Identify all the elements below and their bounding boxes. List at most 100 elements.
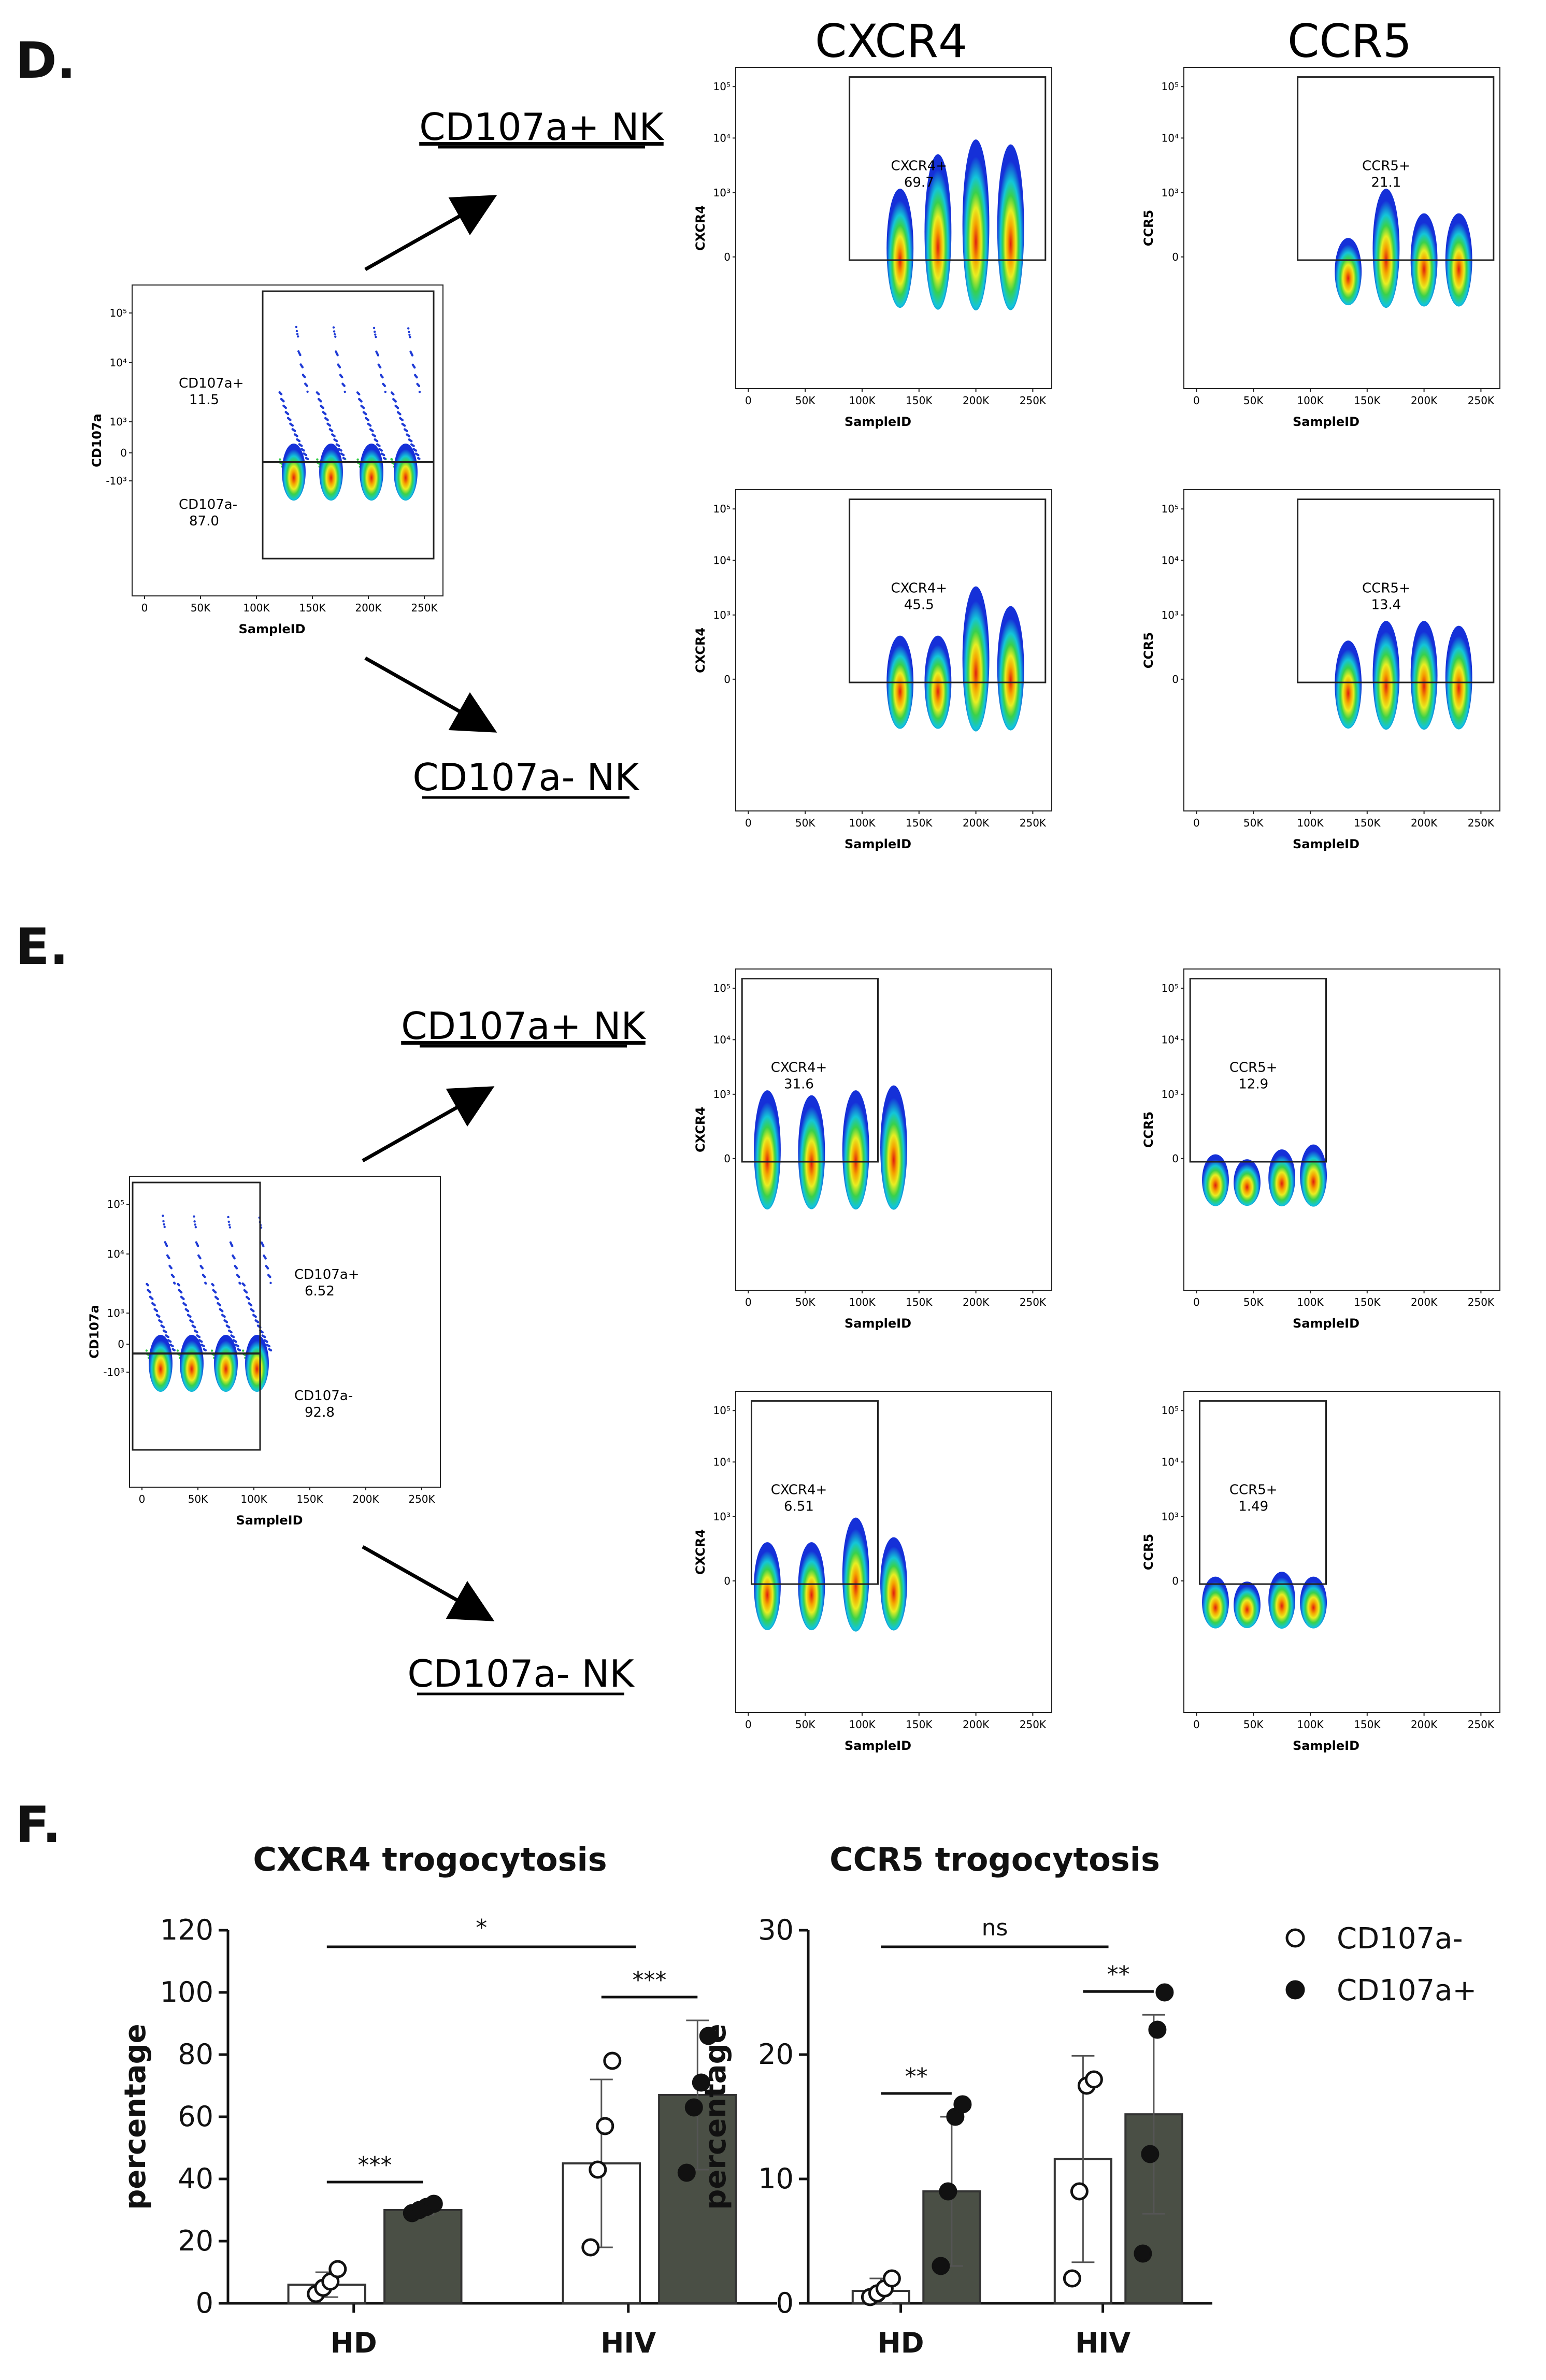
x-tick-label: 250K	[411, 602, 438, 614]
event-dot	[187, 1314, 190, 1316]
legend: CD107a- CD107a+	[1285, 1922, 1477, 2007]
event-dot	[162, 1220, 165, 1222]
event-dot	[182, 1302, 185, 1305]
y-tick-label: 0	[1172, 673, 1179, 686]
density-blob	[1410, 621, 1438, 730]
x-tick-label: 150K	[299, 602, 326, 614]
event-dot	[390, 458, 393, 461]
data-point	[882, 2269, 901, 2288]
event-dot	[260, 1241, 263, 1244]
density-core	[149, 1335, 173, 1392]
density-blob	[1335, 238, 1362, 306]
y-tick-label: 10⁵	[110, 307, 127, 319]
event-dot	[197, 1254, 200, 1257]
gate-value: 1.49	[1238, 1499, 1268, 1514]
event-dot	[362, 411, 365, 414]
data-point	[692, 2073, 710, 2092]
event-dot	[299, 363, 302, 366]
x-tick-label: 100K	[1297, 817, 1324, 829]
panel-letter: D.	[16, 32, 76, 90]
gate-name: CCR5+	[1229, 1482, 1278, 1498]
event-dot	[245, 1295, 248, 1299]
event-dot	[357, 398, 361, 401]
event-dot	[219, 1308, 221, 1310]
event-dot	[394, 405, 397, 407]
y-tick-label: 10⁴	[713, 1456, 731, 1468]
event-dot	[369, 428, 372, 431]
x-tick-label: 150K	[906, 394, 933, 407]
x-axis-title: SampleID	[844, 1738, 911, 1753]
event-dot	[289, 422, 292, 425]
gate-neg-name: CD107a-	[179, 497, 237, 512]
y-tick-label: 10⁴	[713, 1033, 731, 1046]
gate-value: 21.1	[1371, 175, 1401, 190]
data-point	[1148, 2020, 1167, 2039]
event-dot	[153, 1308, 156, 1310]
event-dot	[410, 443, 413, 446]
x-tick-label: 250K	[1020, 394, 1047, 407]
event-dot	[199, 1264, 202, 1267]
y-tick-label: 10³	[110, 416, 127, 428]
event-dot	[326, 422, 329, 425]
y-tick-label: 60	[178, 2100, 213, 2133]
event-dot	[296, 438, 298, 441]
event-dot	[265, 1265, 267, 1267]
event-dot	[266, 1344, 268, 1346]
ccr5-trogocytosis-chart: CCR5 trogocytosis 0 10 20 30 percentage HD HIV *…	[699, 1841, 1212, 2359]
event-dot	[200, 1343, 203, 1346]
gate-pos-value: 11.5	[189, 392, 219, 408]
density-blob	[962, 586, 990, 732]
gate-pos-name: CD107a+	[179, 376, 244, 391]
event-dot	[374, 333, 377, 336]
gate-pos-name: CD107a+	[294, 1267, 360, 1282]
event-dot	[396, 411, 399, 414]
arrow-to-negative	[362, 1545, 495, 1621]
y-tick-label: 10⁵	[713, 982, 731, 994]
event-dot	[382, 457, 385, 460]
y-tick-label: 10⁴	[107, 1248, 124, 1260]
data-point	[1141, 2145, 1160, 2163]
x-axis-title: SampleID	[844, 415, 911, 429]
x-tick-label: 50K	[795, 1718, 815, 1731]
event-dot	[268, 1348, 270, 1351]
y-tick-label: 0	[776, 2287, 794, 2319]
y-tick-label: 10⁵	[1162, 982, 1179, 994]
density-blob	[924, 154, 952, 310]
event-dot	[227, 1220, 230, 1223]
plot-frame	[1183, 67, 1500, 389]
density-core	[319, 444, 343, 501]
y-tick-label: 0	[1172, 251, 1179, 263]
x-tick-label: 100K	[849, 394, 876, 407]
x-tick-label: 250K	[1468, 1296, 1495, 1308]
y-tick-label: 10³	[107, 1307, 124, 1319]
panel-f-letter: F.	[16, 1796, 61, 1854]
x-tick-label: 50K	[1243, 394, 1264, 407]
event-dot	[171, 1348, 174, 1350]
event-dot	[176, 1349, 179, 1352]
event-dot	[267, 1274, 270, 1276]
event-dot	[228, 1223, 231, 1226]
arrow-to-negative	[364, 656, 497, 733]
plot-frame	[132, 284, 443, 596]
event-dot	[252, 1314, 255, 1316]
event-dot	[194, 1223, 196, 1226]
event-dot	[298, 443, 300, 446]
event-dot	[269, 1281, 272, 1285]
x-tick-label: 100K	[1297, 1296, 1324, 1308]
x-axis-title: SampleID	[1293, 415, 1359, 429]
event-dot	[287, 417, 290, 420]
event-dot	[279, 458, 281, 461]
x-tick-label: 100K	[1297, 1718, 1324, 1731]
event-dot	[304, 382, 307, 385]
event-dot	[303, 452, 305, 455]
x-tick-label: 250K	[408, 1493, 435, 1505]
category-label: HD	[878, 2327, 924, 2359]
y-tick-label: 10⁵	[1162, 1404, 1179, 1417]
event-dot	[375, 335, 377, 338]
data-point	[581, 2238, 600, 2257]
density-blob	[1372, 189, 1400, 308]
target-plot-cxcr4: 10⁵ 10⁴ 10³ 0 0 50K 100K 150K 200K 250K SampleID CX…	[693, 968, 1052, 1331]
event-dot	[373, 326, 376, 330]
y-tick-label: 0	[120, 447, 127, 459]
